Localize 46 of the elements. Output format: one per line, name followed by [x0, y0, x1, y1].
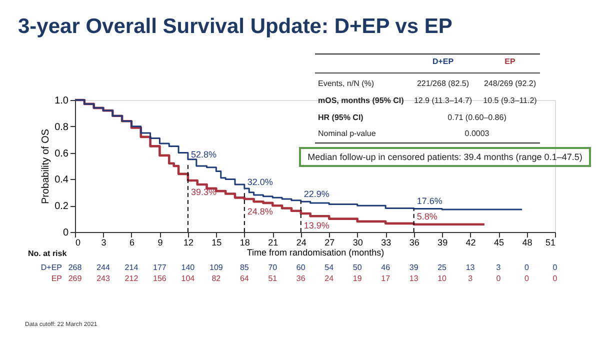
text: Events, n/N (%) 221/268 (82.5) 248/269 (92.2) — [318, 79, 536, 88]
text: mOS, months (95% CI) 12.9 (11.3–14.7) 10.5 (9.3–11.2) — [318, 96, 537, 105]
annotation: 32.0% — [247, 176, 273, 187]
y-axis-title: Probability of OS — [40, 128, 52, 204]
text: D+EP — [40, 263, 62, 272]
text: No. at risk — [28, 249, 68, 258]
text: EP — [51, 274, 62, 283]
annotation: Median follow-up in censored patients: 39.4 months (range 0.1–47.5) — [308, 152, 582, 162]
x-tick-label: 33 — [381, 238, 392, 248]
x-tick-label: 6 — [129, 238, 134, 248]
x-tick-label: 21 — [268, 238, 278, 248]
x-tick-label: 18 — [240, 238, 250, 248]
text: HR (95% CI) 0.71 (0.60–0.86) — [318, 113, 506, 122]
x-tick-label: 12 — [183, 238, 194, 248]
x-tick-label: 48 — [522, 238, 532, 248]
text: 269 243 212 156 104 82 64 51 36 24 19 17 13 10 3 0 0 0 — [68, 274, 558, 283]
chart-title: 3-year Overall Survival Update: D+EP vs EP — [18, 15, 452, 38]
annotation: 39.3% — [190, 187, 216, 198]
y-tick-label: 0.2 — [54, 201, 69, 212]
annotation: 5.8% — [416, 211, 438, 222]
text: D+EP EP — [432, 57, 516, 66]
x-tick-label: 51 — [545, 238, 556, 248]
y-tick-label: 0 — [62, 228, 69, 238]
y-tick-label: 0.6 — [54, 148, 69, 160]
y-tick-label: 1.0 — [54, 96, 69, 106]
y-tick-label: 0.8 — [54, 122, 69, 133]
x-tick-label: 27 — [324, 238, 335, 248]
annotation: 22.9% — [304, 188, 330, 199]
x-tick-label: 42 — [466, 238, 476, 248]
annotation: 24.8% — [247, 206, 273, 216]
x-tick-label: 3 — [101, 238, 106, 248]
text: Nominal p-value 0.0003 — [318, 129, 490, 138]
x-tick-label: 45 — [494, 238, 504, 248]
y-tick-label: 0.4 — [54, 174, 69, 186]
x-tick-label: 30 — [352, 238, 363, 248]
x-tick-label: 39 — [438, 238, 448, 248]
annotation: 13.9% — [304, 220, 330, 231]
annotation: 52.8% — [190, 149, 216, 160]
annotation: 17.6% — [416, 196, 442, 206]
x-tick-label: 15 — [212, 238, 222, 248]
x-tick-label: 24 — [296, 238, 306, 248]
text: 268 244 214 177 140 109 85 70 60 54 50 46 39 25 13 3 0 0 — [68, 263, 558, 272]
x-tick-label: 9 — [158, 238, 163, 248]
x-tick-label: 0 — [76, 238, 81, 248]
x-axis-title: Time from randomisation (months) — [246, 248, 384, 258]
x-tick-label: 36 — [409, 238, 420, 248]
